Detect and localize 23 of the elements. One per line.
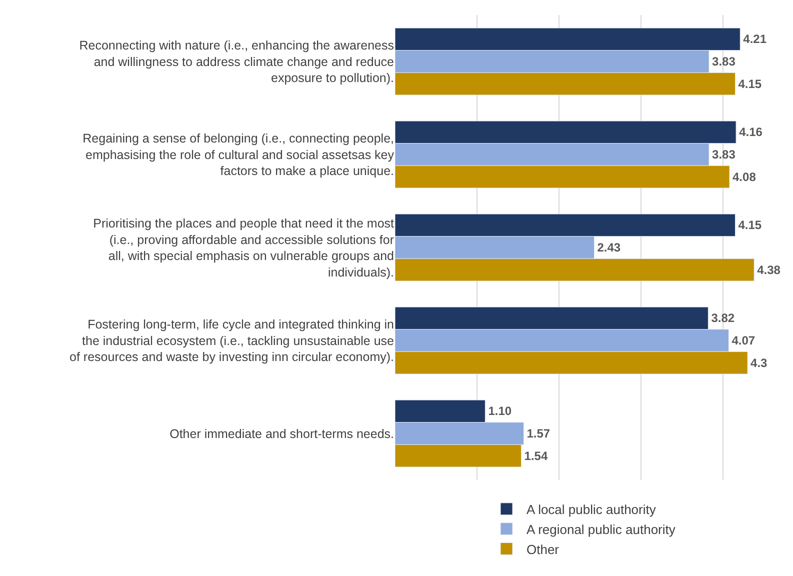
data-label: 4.08 bbox=[732, 170, 756, 184]
y-tick-label: Prioritising the places and people that need it the most (i.e., proving affordable and accessible solutions for all, with special emphasis on vulnerable groups and individuals). bbox=[93, 216, 395, 280]
data-label: 1.57 bbox=[526, 426, 550, 440]
legend-label: A local public authority bbox=[526, 502, 656, 517]
y-tick-label: Regaining a sense of belonging (i.e., connecting people, emphasising the role of cultural and social assetsas key factors to make a place unique. bbox=[82, 132, 395, 178]
data-label: 3.82 bbox=[711, 311, 735, 326]
data-label: 4.16 bbox=[739, 125, 763, 140]
legend-label: A regional public authority bbox=[526, 522, 676, 537]
data-label: 1.54 bbox=[524, 448, 548, 463]
y-tick-label: Reconnecting with nature (i.e., enhancing the awareness and willingness to address climate change and reduce exposure to pollution). bbox=[79, 38, 394, 86]
data-label: 1.10 bbox=[488, 404, 512, 418]
data-label: 4.3 bbox=[750, 356, 768, 370]
data-label: 4.15 bbox=[738, 76, 762, 91]
y-tick-label: Other immediate and short-terms needs. bbox=[170, 426, 394, 441]
y-tick-label: Fostering long-term, life cycle and integrated thinking in the industrial ecosystem (i.e., tackling unsustainable use of resources and waste by investing inn circular economy). bbox=[70, 318, 394, 364]
data-label: 3.83 bbox=[712, 148, 736, 162]
data-label: 4.38 bbox=[757, 262, 781, 277]
data-label: 4.15 bbox=[738, 218, 762, 232]
legend-label: Other bbox=[526, 542, 560, 557]
data-label: 4.21 bbox=[743, 32, 767, 46]
data-label: 4.07 bbox=[732, 334, 756, 348]
data-label: 3.83 bbox=[712, 54, 736, 68]
data-label: 2.43 bbox=[597, 240, 621, 254]
